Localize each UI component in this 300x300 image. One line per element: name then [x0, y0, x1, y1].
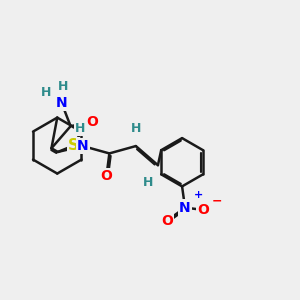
Text: −: −: [212, 194, 223, 207]
Text: H: H: [58, 80, 68, 93]
Text: N: N: [179, 201, 191, 214]
Text: S: S: [68, 138, 79, 153]
Text: H: H: [75, 122, 85, 135]
Text: N: N: [56, 96, 68, 110]
Text: O: O: [161, 214, 173, 228]
Text: H: H: [142, 176, 153, 189]
Text: O: O: [100, 169, 112, 183]
Text: H: H: [40, 86, 51, 99]
Text: O: O: [87, 115, 99, 129]
Text: +: +: [194, 190, 203, 200]
Text: H: H: [131, 122, 141, 135]
Text: O: O: [197, 203, 209, 217]
Text: N: N: [77, 139, 89, 153]
